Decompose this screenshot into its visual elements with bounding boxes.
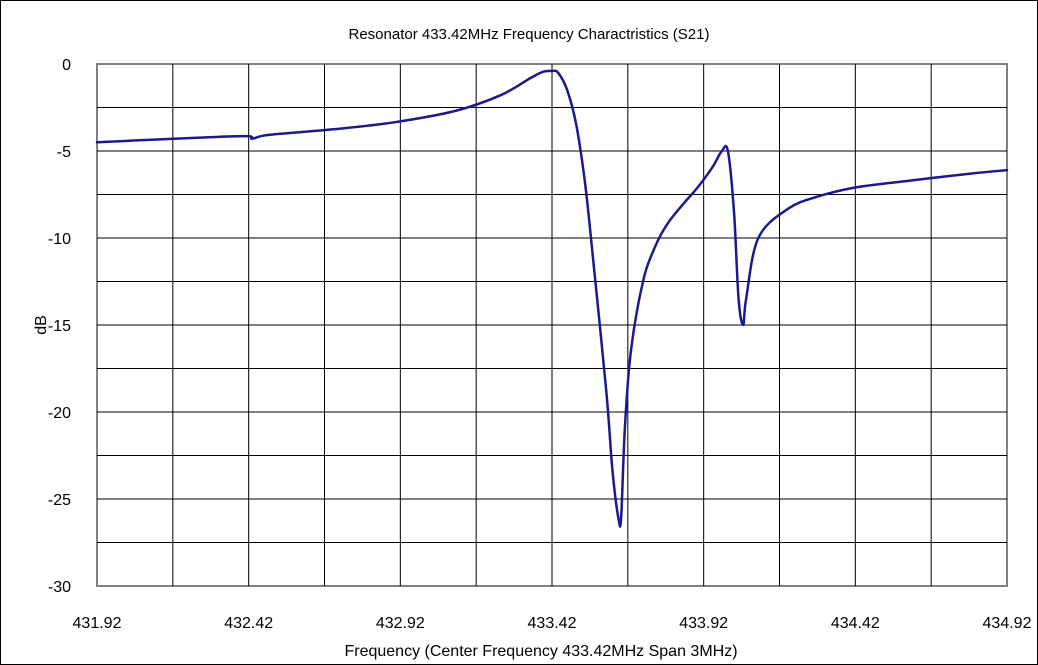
- x-tick-label: 434.42: [831, 615, 880, 632]
- x-tick-label: 431.92: [73, 615, 122, 632]
- y-tick-label: -25: [48, 492, 71, 509]
- y-tick-label: -10: [48, 231, 71, 248]
- series-line: [95, 69, 1009, 528]
- x-tick-label: 432.42: [224, 615, 273, 632]
- y-axis-label: dB: [33, 315, 50, 335]
- y-tick-label: -5: [57, 144, 71, 161]
- y-tick-labels: 0 -5 -10 -15 -20 -25 -30: [48, 57, 71, 596]
- series-group: [95, 69, 1009, 528]
- x-tick-label: 433.92: [679, 615, 728, 632]
- x-axis-label: Frequency (Center Frequency 433.42MHz Sp…: [344, 643, 737, 660]
- x-tick-labels: 431.92 432.42 432.92 433.42 433.92 434.42 434.…: [73, 615, 1032, 632]
- y-tick-label: -20: [48, 405, 71, 422]
- x-tick-label: 434.92: [983, 615, 1032, 632]
- y-tick-label: -15: [48, 318, 71, 335]
- chart-title: Resonator 433.42MHz Frequency Charactris…: [349, 26, 710, 43]
- gridlines: [97, 64, 1007, 586]
- y-tick-label: 0: [62, 57, 71, 74]
- x-tick-label: 432.92: [376, 615, 425, 632]
- x-tick-label: 433.42: [528, 615, 577, 632]
- y-tick-label: -30: [48, 579, 71, 596]
